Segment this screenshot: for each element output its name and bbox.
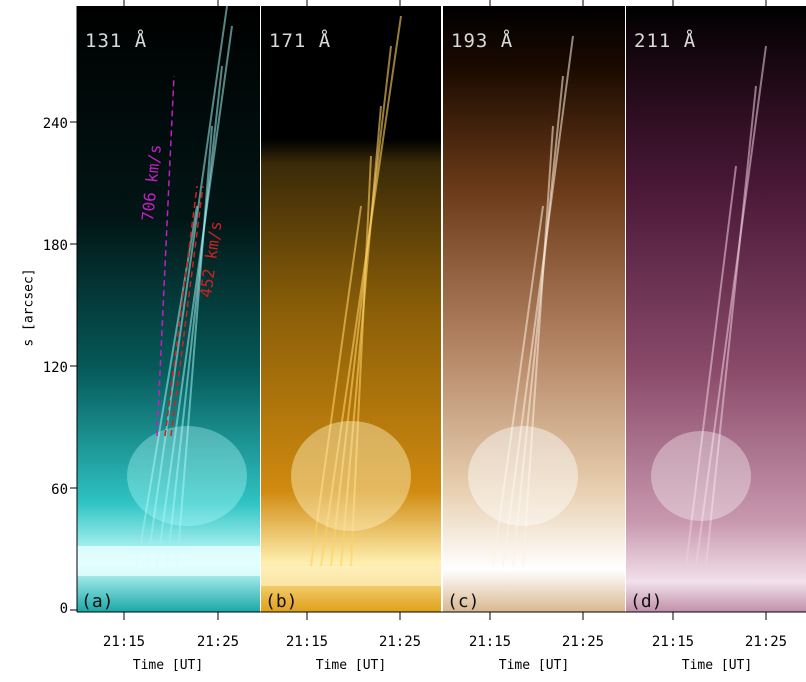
panel-d-image (626, 6, 806, 612)
x-tick-c-1: 21:15 (460, 634, 520, 650)
y-tick-240: 240 (38, 116, 68, 132)
panel-d: 211 Å (d) (626, 6, 806, 612)
panel-d-wavelength: 211 Å (634, 30, 696, 52)
x-axis-title-b: Time [UT] (291, 658, 411, 673)
x-tick-d-1: 21:15 (643, 634, 703, 650)
panel-c-wavelength: 193 Å (451, 30, 513, 52)
panel-a-image (77, 6, 260, 612)
panel-c: 193 Å (c) (443, 6, 625, 612)
x-tick-c-2: 21:25 (553, 634, 613, 650)
panel-b-wavelength: 171 Å (269, 30, 331, 52)
y-tick-180: 180 (38, 238, 68, 254)
panel-a-wavelength: 131 Å (85, 30, 147, 52)
x-axis-title-c: Time [UT] (474, 658, 594, 673)
panel-b: 171 Å (b) (261, 6, 441, 612)
x-tick-b-2: 21:25 (370, 634, 430, 650)
x-tick-d-2: 21:25 (736, 634, 796, 650)
panel-b-image (261, 6, 441, 612)
x-tick-a-2: 21:25 (188, 634, 248, 650)
x-tick-b-1: 21:15 (277, 634, 337, 650)
y-axis-title: s [arcsec] (22, 253, 37, 363)
x-axis-title-a: Time [UT] (108, 658, 228, 673)
y-tick-0: 0 (38, 601, 68, 617)
x-axis-title-d: Time [UT] (657, 658, 777, 673)
x-tick-a-1: 21:15 (94, 634, 154, 650)
panel-c-image (443, 6, 625, 612)
panel-a-label: (a) (81, 591, 114, 612)
panel-c-label: (c) (447, 591, 480, 612)
panel-d-label: (d) (630, 591, 663, 612)
y-tick-120: 120 (38, 360, 68, 376)
panel-a: 131 Å (a) (77, 6, 260, 612)
panel-b-label: (b) (265, 591, 298, 612)
y-tick-60: 60 (38, 482, 68, 498)
